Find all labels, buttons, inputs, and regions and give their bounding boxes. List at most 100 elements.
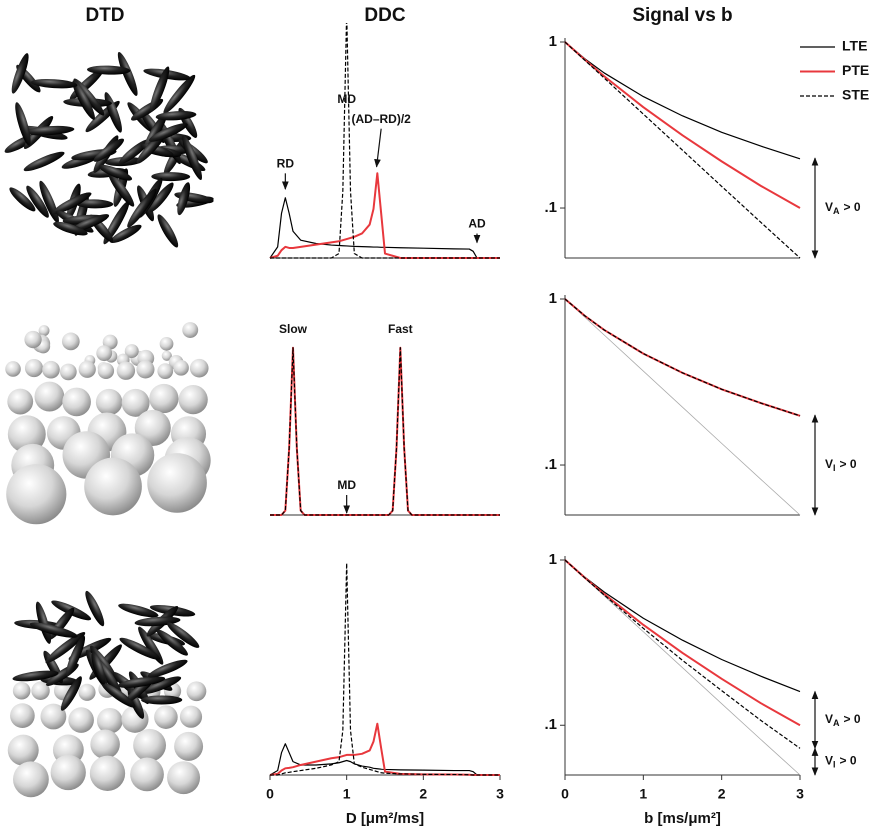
- label: > 0: [844, 200, 861, 214]
- y-tick-label: .1: [544, 199, 557, 216]
- rod: [98, 164, 133, 181]
- sphere: [24, 358, 44, 378]
- range-label: VI > 0: [825, 754, 857, 770]
- rod: [75, 199, 114, 209]
- rod: [72, 214, 110, 232]
- sphere: [24, 330, 42, 349]
- rod: [150, 66, 170, 112]
- y-tick-label: .1: [544, 456, 557, 473]
- sphere: [31, 681, 50, 700]
- rod: [101, 682, 136, 708]
- sphere: [6, 464, 67, 525]
- annotation: MD: [337, 92, 356, 106]
- label: > 0: [840, 457, 857, 471]
- sphere: [38, 325, 50, 337]
- rod: [86, 65, 131, 75]
- sphere: [10, 703, 35, 728]
- label: > 0: [840, 754, 857, 768]
- x-axis-label: D [μm²/ms]: [346, 810, 424, 827]
- rod: [147, 659, 188, 678]
- rod: [119, 637, 161, 660]
- rod: [182, 135, 203, 181]
- rod: [151, 172, 191, 182]
- column-title: DTD: [85, 5, 124, 26]
- sphere: [173, 360, 189, 376]
- x-tick-label: 2: [718, 786, 726, 802]
- symbol: V: [825, 712, 833, 726]
- rod: [29, 622, 78, 638]
- annotation: Slow: [279, 322, 308, 336]
- rod: [11, 53, 29, 94]
- sphere: [124, 344, 139, 359]
- rod: [155, 111, 197, 121]
- x-tick-label: 0: [561, 786, 569, 802]
- sphere: [78, 683, 96, 701]
- sphere: [7, 388, 34, 415]
- sphere: [95, 388, 123, 416]
- series-line: [269, 197, 500, 259]
- series-line: [270, 562, 500, 776]
- subscript: I: [833, 760, 836, 770]
- rod: [117, 51, 138, 96]
- rod: [156, 629, 188, 656]
- series-line: [564, 41, 801, 259]
- rod: [35, 601, 52, 644]
- series-line: [270, 347, 500, 516]
- chart-title: DDC: [364, 5, 405, 26]
- sphere: [12, 681, 31, 700]
- x-tick-label: 2: [419, 786, 427, 802]
- sphere: [179, 705, 203, 728]
- rod: [149, 182, 174, 213]
- rod: [85, 590, 105, 627]
- chart-title: Signal vs b: [632, 5, 732, 26]
- sphere: [68, 707, 94, 733]
- sphere: [84, 457, 142, 516]
- sphere: [7, 415, 46, 454]
- sphere: [34, 381, 65, 412]
- y-tick-label: 1: [549, 33, 557, 50]
- sphere: [42, 360, 60, 379]
- annotation: MD: [337, 478, 356, 492]
- sphere: [147, 453, 207, 513]
- sphere: [159, 336, 174, 351]
- sphere: [50, 754, 86, 791]
- sphere: [40, 703, 67, 730]
- series-line: [564, 298, 801, 417]
- sphere: [89, 755, 126, 792]
- sphere: [62, 387, 91, 417]
- x-tick-label: 3: [496, 786, 504, 802]
- sphere: [7, 734, 39, 766]
- series-line: [564, 559, 801, 727]
- symbol: V: [825, 754, 833, 768]
- series-line: [564, 298, 801, 417]
- legend-label: STE: [842, 87, 869, 103]
- sphere: [186, 681, 207, 702]
- series-line: [564, 298, 801, 516]
- series-line: [564, 559, 801, 776]
- sphere: [167, 761, 201, 795]
- sphere: [157, 363, 174, 379]
- sphere: [61, 332, 80, 351]
- rod: [177, 182, 191, 216]
- rod: [148, 123, 188, 142]
- sphere: [78, 360, 96, 378]
- rod: [93, 138, 125, 162]
- symbol: V: [825, 457, 833, 471]
- series-line: [270, 347, 500, 516]
- rod: [91, 651, 106, 685]
- rod: [53, 221, 88, 236]
- sphere: [5, 361, 21, 377]
- rod: [30, 78, 78, 89]
- sphere: [96, 345, 113, 362]
- sphere: [149, 383, 179, 414]
- x-tick-label: 1: [639, 786, 647, 802]
- series-line: [270, 346, 500, 516]
- rod: [141, 676, 182, 694]
- series-line: [564, 41, 801, 209]
- sphere: [189, 358, 209, 378]
- y-tick-label: 1: [549, 290, 557, 307]
- rod: [108, 172, 135, 207]
- illustrations: [4, 51, 214, 798]
- rod: [117, 676, 166, 688]
